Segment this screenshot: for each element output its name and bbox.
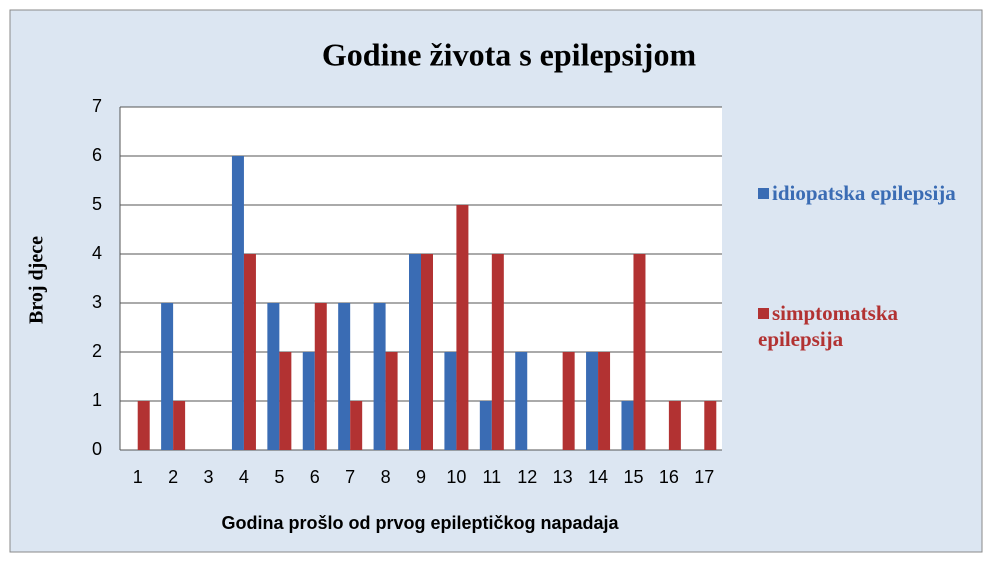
x-tick-label: 14 bbox=[588, 467, 608, 487]
y-tick-label: 2 bbox=[92, 341, 102, 361]
bar bbox=[491, 254, 504, 450]
bar bbox=[314, 303, 327, 450]
bar bbox=[704, 401, 717, 450]
legend-item: idiopatska epilepsija bbox=[758, 180, 958, 206]
legend-item: simptomatska epilepsija bbox=[758, 300, 958, 352]
x-tick-label: 3 bbox=[204, 467, 214, 487]
legend-swatch bbox=[758, 308, 769, 319]
x-tick-label: 12 bbox=[517, 467, 537, 487]
bar bbox=[279, 352, 292, 450]
x-tick-label: 6 bbox=[310, 467, 320, 487]
x-tick-label: 5 bbox=[274, 467, 284, 487]
x-tick-label: 1 bbox=[133, 467, 143, 487]
y-axis-label: Broj djece bbox=[26, 236, 48, 324]
x-tick-label: 4 bbox=[239, 467, 249, 487]
bar bbox=[243, 254, 256, 450]
y-tick-label: 5 bbox=[92, 194, 102, 214]
bar bbox=[421, 254, 433, 450]
bar bbox=[621, 401, 634, 450]
chart-title: Godine života s epilepsijom bbox=[322, 36, 697, 72]
bar bbox=[161, 303, 174, 450]
legend-label: idiopatska epilepsija bbox=[772, 181, 956, 205]
bar bbox=[456, 205, 469, 450]
bar bbox=[598, 352, 611, 450]
bar bbox=[302, 352, 315, 450]
bar bbox=[173, 401, 186, 450]
x-tick-label: 10 bbox=[446, 467, 466, 487]
bar bbox=[385, 352, 398, 450]
legend-label: simptomatska epilepsija bbox=[758, 301, 899, 351]
y-tick-label: 1 bbox=[92, 390, 102, 410]
x-tick-label: 17 bbox=[694, 467, 714, 487]
bar bbox=[444, 352, 457, 450]
bar bbox=[373, 303, 386, 450]
bar bbox=[479, 401, 492, 450]
x-tick-label: 16 bbox=[659, 467, 679, 487]
bar bbox=[586, 352, 599, 450]
x-tick-label: 13 bbox=[553, 467, 573, 487]
y-tick-label: 4 bbox=[92, 243, 102, 263]
bar bbox=[350, 401, 363, 450]
x-tick-label: 9 bbox=[416, 467, 426, 487]
bar bbox=[562, 352, 575, 450]
y-tick-label: 6 bbox=[92, 145, 102, 165]
x-tick-label: 8 bbox=[381, 467, 391, 487]
x-tick-label: 15 bbox=[623, 467, 643, 487]
x-tick-label: 2 bbox=[168, 467, 178, 487]
x-tick-label: 7 bbox=[345, 467, 355, 487]
bar bbox=[515, 352, 528, 450]
bar bbox=[668, 401, 681, 450]
bar bbox=[338, 303, 351, 450]
bar bbox=[633, 254, 646, 450]
x-tick-label: 11 bbox=[482, 467, 501, 487]
y-tick-label: 7 bbox=[92, 96, 102, 116]
bar bbox=[231, 156, 244, 450]
bar bbox=[137, 401, 150, 450]
bar bbox=[409, 254, 421, 450]
y-tick-label: 0 bbox=[92, 439, 102, 459]
legend-swatch bbox=[758, 188, 769, 199]
y-tick-label: 3 bbox=[92, 292, 102, 312]
bar bbox=[267, 303, 280, 450]
x-axis-label: Godina prošlo od prvog epileptičkog napa… bbox=[221, 513, 619, 533]
